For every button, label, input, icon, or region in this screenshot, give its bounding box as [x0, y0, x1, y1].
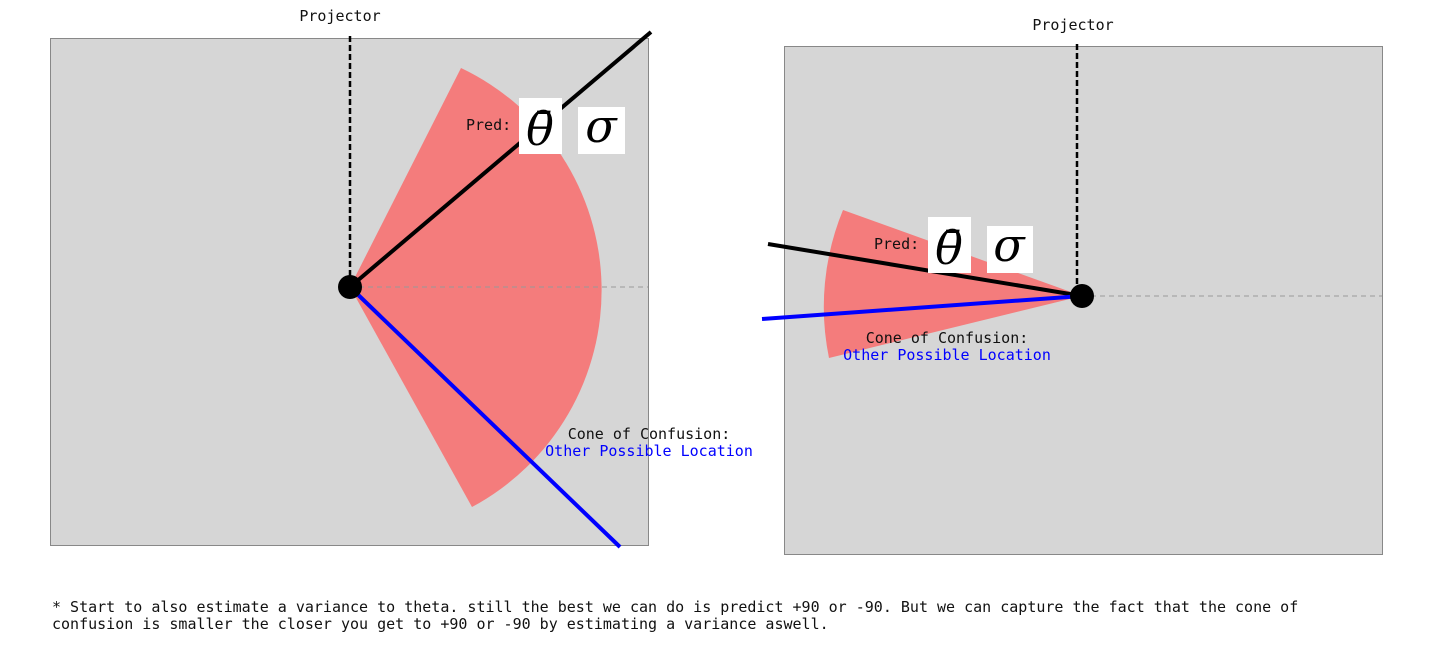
left-sigma-symbol: σ: [585, 99, 618, 153]
left-sigma-box: [578, 107, 625, 154]
left-pred-label: Pred:: [466, 116, 511, 134]
left-other-location-line: [348, 285, 622, 549]
right-panel: Projector Pred: θ̄ σ Cone of Confusion: …: [761, 16, 1383, 555]
right-projector-label: Projector: [1032, 16, 1113, 34]
right-theta-box: [928, 217, 971, 273]
left-theta-symbol: θ̄: [526, 102, 554, 156]
right-cone-of-confusion: [823, 210, 1082, 358]
left-cone-of-confusion: [350, 68, 602, 507]
left-prediction-line: [348, 30, 653, 289]
left-theta-box: [519, 98, 562, 154]
right-other-location-line: [761, 294, 1083, 321]
footnote-text: * Start to also estimate a variance to t…: [52, 598, 1299, 633]
left-projector-label: Projector: [299, 7, 380, 25]
diagram-canvas: Projector Pred: θ̄ σ Cone of Confusion: …: [50, 7, 1383, 555]
right-observer-dot: [1070, 284, 1094, 308]
left-other-location-label: Other Possible Location: [545, 442, 753, 460]
right-prediction-line: [767, 242, 1083, 298]
right-cone-label: Cone of Confusion:: [866, 329, 1029, 347]
right-other-location-label: Other Possible Location: [843, 346, 1051, 364]
right-theta-symbol: θ̄: [935, 221, 963, 275]
right-pred-label: Pred:: [874, 235, 919, 253]
right-sigma-box: [987, 226, 1033, 273]
left-cone-label: Cone of Confusion:: [568, 425, 731, 443]
left-observer-dot: [338, 275, 362, 299]
left-panel: Projector Pred: θ̄ σ Cone of Confusion: …: [50, 7, 753, 549]
right-sigma-symbol: σ: [993, 218, 1026, 272]
